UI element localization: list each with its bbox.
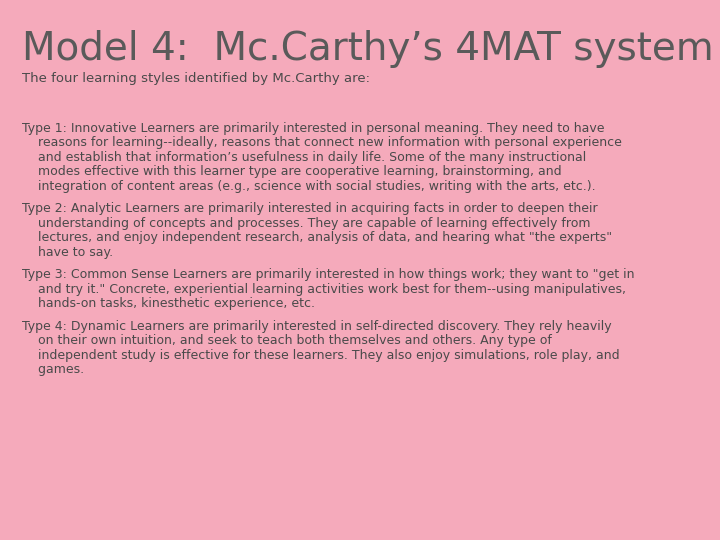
Text: Type 3: Common Sense Learners are primarily interested in how things work; they : Type 3: Common Sense Learners are primar… <box>22 268 634 281</box>
Text: hands-on tasks, kinesthetic experience, etc.: hands-on tasks, kinesthetic experience, … <box>22 297 315 310</box>
Text: understanding of concepts and processes. They are capable of learning effectivel: understanding of concepts and processes.… <box>22 217 590 230</box>
Text: lectures, and enjoy independent research, analysis of data, and hearing what "th: lectures, and enjoy independent research… <box>22 231 612 244</box>
Text: integration of content areas (e.g., science with social studies, writing with th: integration of content areas (e.g., scie… <box>22 180 595 193</box>
Text: Model 4:  Mc.Carthy’s 4MAT system: Model 4: Mc.Carthy’s 4MAT system <box>22 30 714 68</box>
Text: Type 2: Analytic Learners are primarily interested in acquiring facts in order t: Type 2: Analytic Learners are primarily … <box>22 202 598 215</box>
Text: reasons for learning--ideally, reasons that connect new information with persona: reasons for learning--ideally, reasons t… <box>22 136 622 149</box>
Text: and establish that information’s usefulness in daily life. Some of the many inst: and establish that information’s usefuln… <box>22 151 586 164</box>
Text: Type 1: Innovative Learners are primarily interested in personal meaning. They n: Type 1: Innovative Learners are primaril… <box>22 122 605 135</box>
Text: games.: games. <box>22 363 84 376</box>
Text: modes effective with this learner type are cooperative learning, brainstorming, : modes effective with this learner type a… <box>22 165 562 178</box>
Text: have to say.: have to say. <box>22 246 113 259</box>
Text: Type 4: Dynamic Learners are primarily interested in self-directed discovery. Th: Type 4: Dynamic Learners are primarily i… <box>22 320 611 333</box>
Text: on their own intuition, and seek to teach both themselves and others. Any type o: on their own intuition, and seek to teac… <box>22 334 552 347</box>
Text: The four learning styles identified by Mc.Carthy are:: The four learning styles identified by M… <box>22 72 370 85</box>
Text: and try it." Concrete, experiential learning activities work best for them--usin: and try it." Concrete, experiential lear… <box>22 283 626 296</box>
Text: independent study is effective for these learners. They also enjoy simulations, : independent study is effective for these… <box>22 349 620 362</box>
